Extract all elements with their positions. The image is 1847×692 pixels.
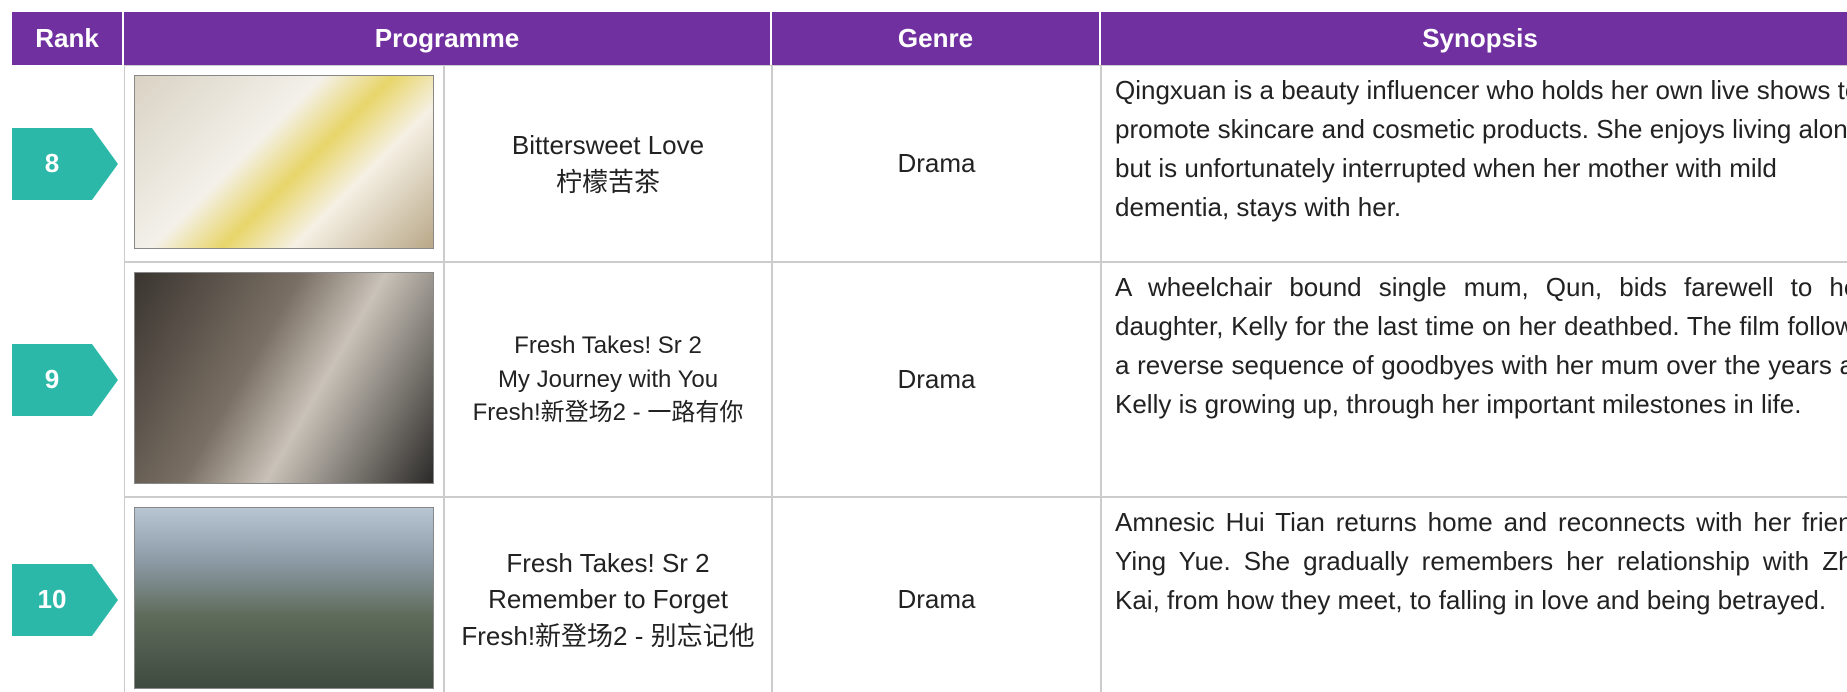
programme-title: Bittersweet Love	[511, 130, 705, 161]
programme-cell: Bittersweet Love 柠檬苦茶	[444, 65, 772, 262]
column-header: Synopsis	[1101, 12, 1847, 65]
rank-number: 9	[44, 364, 60, 394]
rank-badge: 10	[12, 563, 118, 636]
programme-image	[134, 272, 434, 484]
synopsis: Qingxuan is a beauty influencer who hold…	[1115, 75, 1847, 222]
rank-badge: 9	[12, 343, 118, 416]
rank-number: 10	[37, 584, 67, 614]
programme-title: Fresh Takes! Sr 2	[506, 547, 710, 578]
badge-shape	[12, 127, 118, 200]
badge-shape	[12, 563, 118, 636]
programme-title: Fresh Takes! Sr 2	[514, 332, 702, 360]
programme-title: Fresh!新登场2 - 一路有你	[472, 399, 744, 427]
synopsis: Amnesic Hui Tian returns home and reconn…	[1115, 507, 1847, 615]
column-header: Rank	[12, 12, 124, 65]
synopsis-cell	[1101, 497, 1847, 692]
genre-cell: Drama	[772, 65, 1101, 262]
genre: Drama	[897, 364, 976, 394]
programme-cell: Fresh Takes! Sr 2 Remember to Forget Fresh…	[444, 497, 772, 692]
synopsis: A wheelchair bound single mum, Qun, bids…	[1115, 272, 1847, 419]
image-cell	[124, 65, 444, 262]
image-cell	[124, 497, 444, 692]
programme-title: 柠檬苦茶	[555, 166, 660, 197]
image-cell	[124, 262, 444, 497]
genre-cell: Drama	[772, 497, 1101, 692]
rank-number: 8	[44, 148, 60, 178]
column-header: Genre	[772, 12, 1101, 65]
programme-cell: Fresh Takes! Sr 2 My Journey with You Fres…	[444, 262, 772, 497]
programme-title: My Journey with You	[497, 365, 719, 393]
synopsis-cell	[1101, 65, 1847, 262]
genre: Drama	[897, 584, 976, 614]
programme-title: Remember to Forget	[488, 584, 728, 615]
programme-title: Fresh!新登场2 - 别忘记他	[461, 620, 755, 651]
rank-badge: 8	[12, 127, 118, 200]
genre: Drama	[897, 148, 976, 178]
genre-cell: Drama	[772, 262, 1101, 497]
synopsis-cell	[1101, 262, 1847, 497]
badge-shape	[12, 343, 118, 416]
programme-image	[134, 75, 434, 249]
programme-image	[134, 507, 434, 689]
column-header: Programme	[124, 12, 772, 65]
